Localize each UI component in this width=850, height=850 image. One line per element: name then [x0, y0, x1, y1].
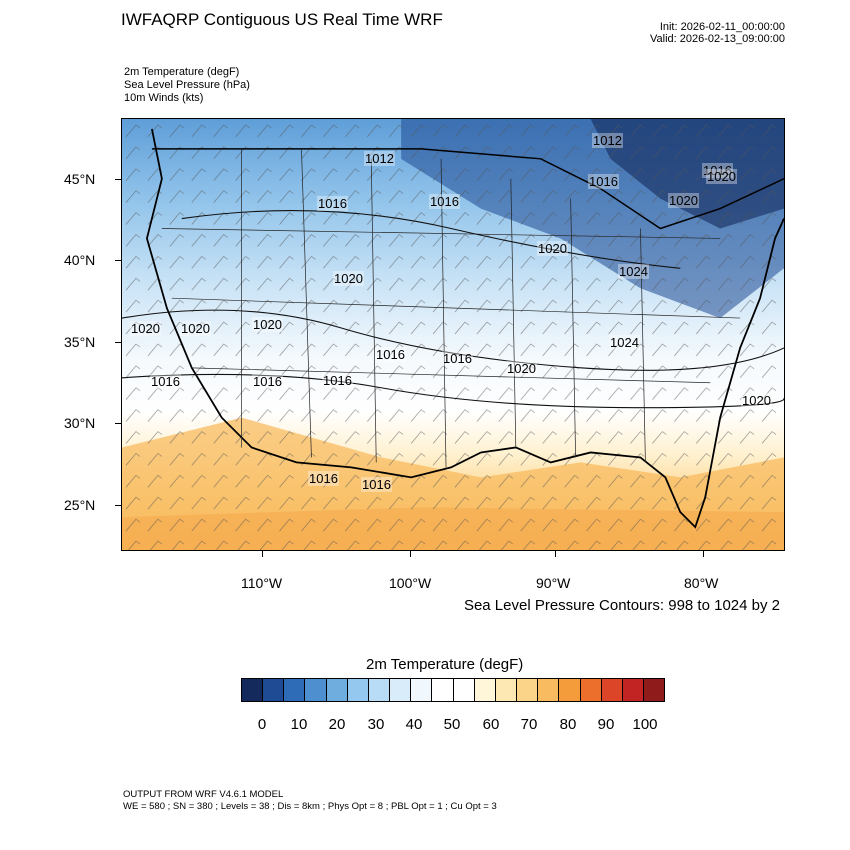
colorbar-swatch: [305, 679, 327, 701]
init-time: Init: 2026-02-11_00:00:00: [659, 21, 785, 33]
colorbar-label: 90: [597, 716, 615, 733]
colorbar-swatch: [559, 679, 581, 701]
colorbar-swatch: [453, 679, 475, 701]
colorbar-swatch: [538, 679, 560, 701]
colorbar-label: 50: [443, 716, 461, 733]
colorbar-swatch: [263, 679, 285, 701]
colorbar-label: 60: [482, 716, 500, 733]
lat-tick: [115, 423, 121, 424]
pressure-label: 1016: [442, 351, 473, 366]
pressure-label: 1020: [130, 321, 161, 336]
colorbar-label: 80: [559, 716, 577, 733]
lat-label: 40°N: [64, 252, 96, 268]
pressure-label: 1020: [706, 169, 737, 184]
pressure-label: 1012: [364, 151, 395, 166]
pressure-label: 1020: [668, 193, 699, 208]
pressure-label: 1024: [618, 264, 649, 279]
field-winds: 10m Winds (kts): [124, 92, 204, 104]
pressure-label: 1016: [361, 477, 392, 492]
field-temperature: 2m Temperature (degF): [124, 66, 240, 78]
contour-note: Sea Level Pressure Contours: 998 to 1024…: [463, 597, 780, 614]
lat-tick: [115, 260, 121, 261]
lon-label: 100°W: [389, 575, 432, 591]
lon-tick: [262, 551, 263, 557]
colorbar-label: 70: [520, 716, 538, 733]
colorbar-label: 30: [367, 716, 385, 733]
pressure-label: 1020: [333, 271, 364, 286]
colorbar: [241, 678, 665, 702]
lon-tick: [410, 551, 411, 557]
lat-label: 30°N: [64, 415, 96, 431]
colorbar-swatch: [643, 679, 665, 701]
pressure-label: 1016: [588, 174, 619, 189]
colorbar-swatch: [411, 679, 433, 701]
colorbar-swatch: [368, 679, 391, 701]
pressure-label: 1012: [592, 133, 623, 148]
lon-label: 110°W: [241, 575, 283, 591]
pressure-label: 1016: [150, 374, 181, 389]
lat-label: 35°N: [64, 334, 96, 350]
lon-label: 90°W: [536, 575, 571, 591]
colorbar-label: 10: [290, 716, 308, 733]
pressure-label: 1020: [252, 317, 283, 332]
pressure-label: 1016: [429, 194, 460, 209]
state-borders: [161, 148, 741, 468]
weather-map: [122, 119, 784, 550]
colorbar-label: 0: [257, 716, 267, 733]
colorbar-swatch: [474, 679, 496, 701]
pressure-label: 1020: [506, 361, 537, 376]
time-info: Init: 2026-02-11_00:00:00 Valid: 2026-02…: [650, 21, 785, 45]
colorbar-label: 100: [632, 716, 658, 733]
lat-tick: [115, 505, 121, 506]
colorbar-swatch: [284, 679, 306, 701]
pressure-label: 1016: [252, 374, 283, 389]
colorbar-swatch: [495, 679, 518, 701]
colorbar-swatch: [580, 679, 602, 701]
national-border: [151, 148, 784, 230]
pressure-label: 1016: [375, 347, 406, 362]
colorbar-swatch: [326, 679, 348, 701]
colorbar-swatch: [517, 679, 539, 701]
field-list: 2m Temperature (degF) Sea Level Pressure…: [124, 66, 250, 105]
pressure-label: 1016: [322, 373, 353, 388]
lat-tick: [115, 342, 121, 343]
colorbar-swatch: [347, 679, 369, 701]
colorbar-swatch: [601, 679, 623, 701]
lon-tick: [555, 551, 556, 557]
colorbar-swatch: [390, 679, 412, 701]
model-info: OUTPUT FROM WRF V4.6.1 MODEL: [123, 789, 284, 800]
colorbar-swatch: [242, 679, 264, 701]
map-panel: 1012 1012 1020 1016 1016 1016 1016 1020 …: [121, 118, 785, 551]
pressure-label: 1024: [609, 335, 640, 350]
pressure-label: 1020: [537, 241, 568, 256]
pressure-label: 1020: [741, 393, 772, 408]
pressure-label: 1020: [180, 321, 211, 336]
lat-label: 45°N: [64, 171, 96, 187]
colorbar-label: 40: [405, 716, 423, 733]
map-title: IWFAQRP Contiguous US Real Time WRF: [121, 10, 443, 29]
colorbar-swatch: [432, 679, 454, 701]
pressure-label: 1016: [308, 471, 339, 486]
lon-label: 80°W: [684, 575, 719, 591]
valid-time: Valid: 2026-02-13_09:00:00: [650, 33, 785, 45]
colorbar-title: 2m Temperature (degF): [366, 656, 524, 673]
pressure-contours: [122, 210, 784, 409]
model-settings: WE = 580 ; SN = 380 ; Levels = 38 ; Dis …: [123, 801, 497, 812]
wind-barbs: [122, 119, 784, 550]
field-pressure: Sea Level Pressure (hPa): [124, 79, 250, 91]
lon-tick: [703, 551, 704, 557]
lat-label: 25°N: [64, 497, 96, 513]
pressure-label: 1016: [317, 196, 348, 211]
lat-tick: [115, 179, 121, 180]
colorbar-swatch: [622, 679, 644, 701]
colorbar-label: 20: [328, 716, 346, 733]
pressure-label: 1016: [702, 163, 733, 178]
